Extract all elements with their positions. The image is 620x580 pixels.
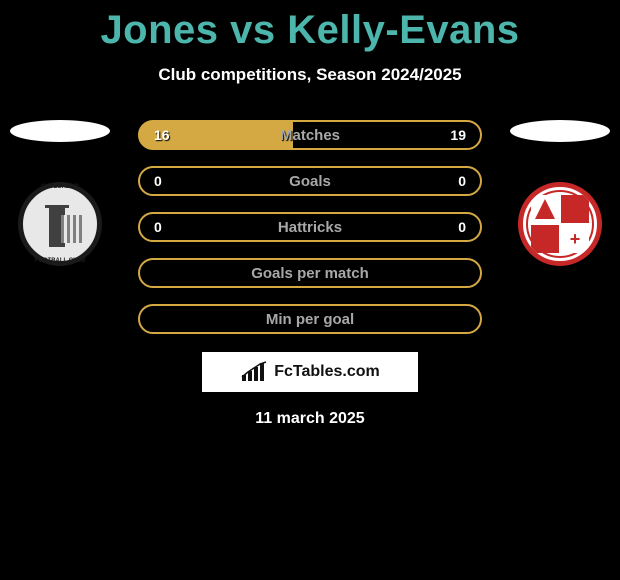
page-title: Jones vs Kelly-Evans xyxy=(0,0,620,53)
club-crest-right xyxy=(518,182,602,266)
footer-brand-text: FcTables.com xyxy=(274,363,380,381)
crest-quad xyxy=(561,195,589,223)
stat-right-value: 0 xyxy=(458,219,466,235)
stats-list: 16 Matches 19 0 Goals 0 0 Hattricks 0 Go… xyxy=(138,120,482,334)
club-left: GATESHEAD FOOTBALL CLUB xyxy=(10,120,110,266)
crest-quad xyxy=(561,225,589,253)
player-silhouette-right xyxy=(510,120,610,142)
stat-row-goals: 0 Goals 0 xyxy=(138,166,482,196)
stat-label: Goals per match xyxy=(140,265,480,282)
club-right xyxy=(510,120,610,266)
stat-row-goals-per-match: Goals per match xyxy=(138,258,482,288)
stat-right-value: 19 xyxy=(450,127,466,143)
stat-left-value: 0 xyxy=(154,219,162,235)
date-label: 11 march 2025 xyxy=(0,410,620,428)
stat-label: Min per goal xyxy=(140,311,480,328)
stat-row-hattricks: 0 Hattricks 0 xyxy=(138,212,482,242)
stat-row-min-per-goal: Min per goal xyxy=(138,304,482,334)
footer-brand: FcTables.com xyxy=(202,352,418,392)
stat-left-value: 0 xyxy=(154,173,162,189)
stat-right-value: 0 xyxy=(458,173,466,189)
stat-label: Goals xyxy=(140,173,480,190)
club-crest-left: GATESHEAD FOOTBALL CLUB xyxy=(18,182,102,266)
stat-left-value: 16 xyxy=(154,127,170,143)
stat-row-matches: 16 Matches 19 xyxy=(138,120,482,150)
crest-left-detail xyxy=(61,215,83,243)
comparison-panel: GATESHEAD FOOTBALL CLUB 16 Matches 19 0 … xyxy=(0,120,620,428)
crest-left-top-text: GATESHEAD xyxy=(23,184,97,190)
subtitle: Club competitions, Season 2024/2025 xyxy=(0,65,620,85)
player-silhouette-left xyxy=(10,120,110,142)
stat-label: Hattricks xyxy=(140,219,480,236)
crest-quad xyxy=(531,225,559,253)
bar-chart-icon xyxy=(240,361,268,383)
crest-left-bottom-text: FOOTBALL CLUB xyxy=(23,258,97,264)
crest-quad xyxy=(531,195,559,223)
stat-label: Matches xyxy=(140,127,480,144)
